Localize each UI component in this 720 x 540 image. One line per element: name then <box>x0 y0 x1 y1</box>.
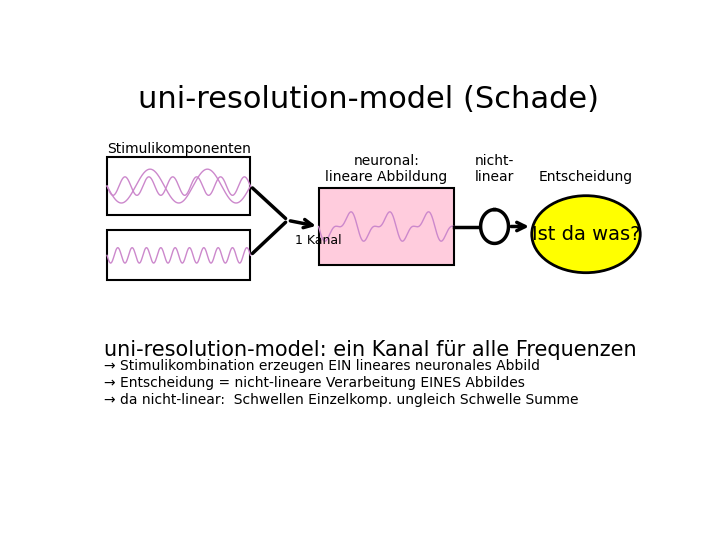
Bar <box>107 231 251 280</box>
Bar <box>319 188 454 265</box>
Text: neuronal:
lineare Abbildung: neuronal: lineare Abbildung <box>325 154 448 184</box>
Bar <box>107 157 251 215</box>
Text: Stimulikomponenten: Stimulikomponenten <box>107 143 251 157</box>
Text: → da nicht-linear:  Schwellen Einzelkomp. ungleich Schwelle Summe: → da nicht-linear: Schwellen Einzelkomp.… <box>104 393 578 407</box>
Text: uni-resolution-model (Schade): uni-resolution-model (Schade) <box>138 85 600 114</box>
Text: nicht-
linear: nicht- linear <box>475 154 514 184</box>
Text: uni-resolution-model: ein Kanal für alle Frequenzen: uni-resolution-model: ein Kanal für alle… <box>104 340 636 361</box>
Text: Ist da was?: Ist da was? <box>532 225 640 244</box>
Text: 1 Kanal: 1 Kanal <box>295 234 342 247</box>
Ellipse shape <box>532 195 640 273</box>
Text: Entscheidung: Entscheidung <box>539 170 633 184</box>
Text: → Stimulikombination erzeugen EIN lineares neuronales Abbild: → Stimulikombination erzeugen EIN linear… <box>104 359 540 373</box>
Text: → Entscheidung = nicht-lineare Verarbeitung EINES Abbildes: → Entscheidung = nicht-lineare Verarbeit… <box>104 376 525 390</box>
